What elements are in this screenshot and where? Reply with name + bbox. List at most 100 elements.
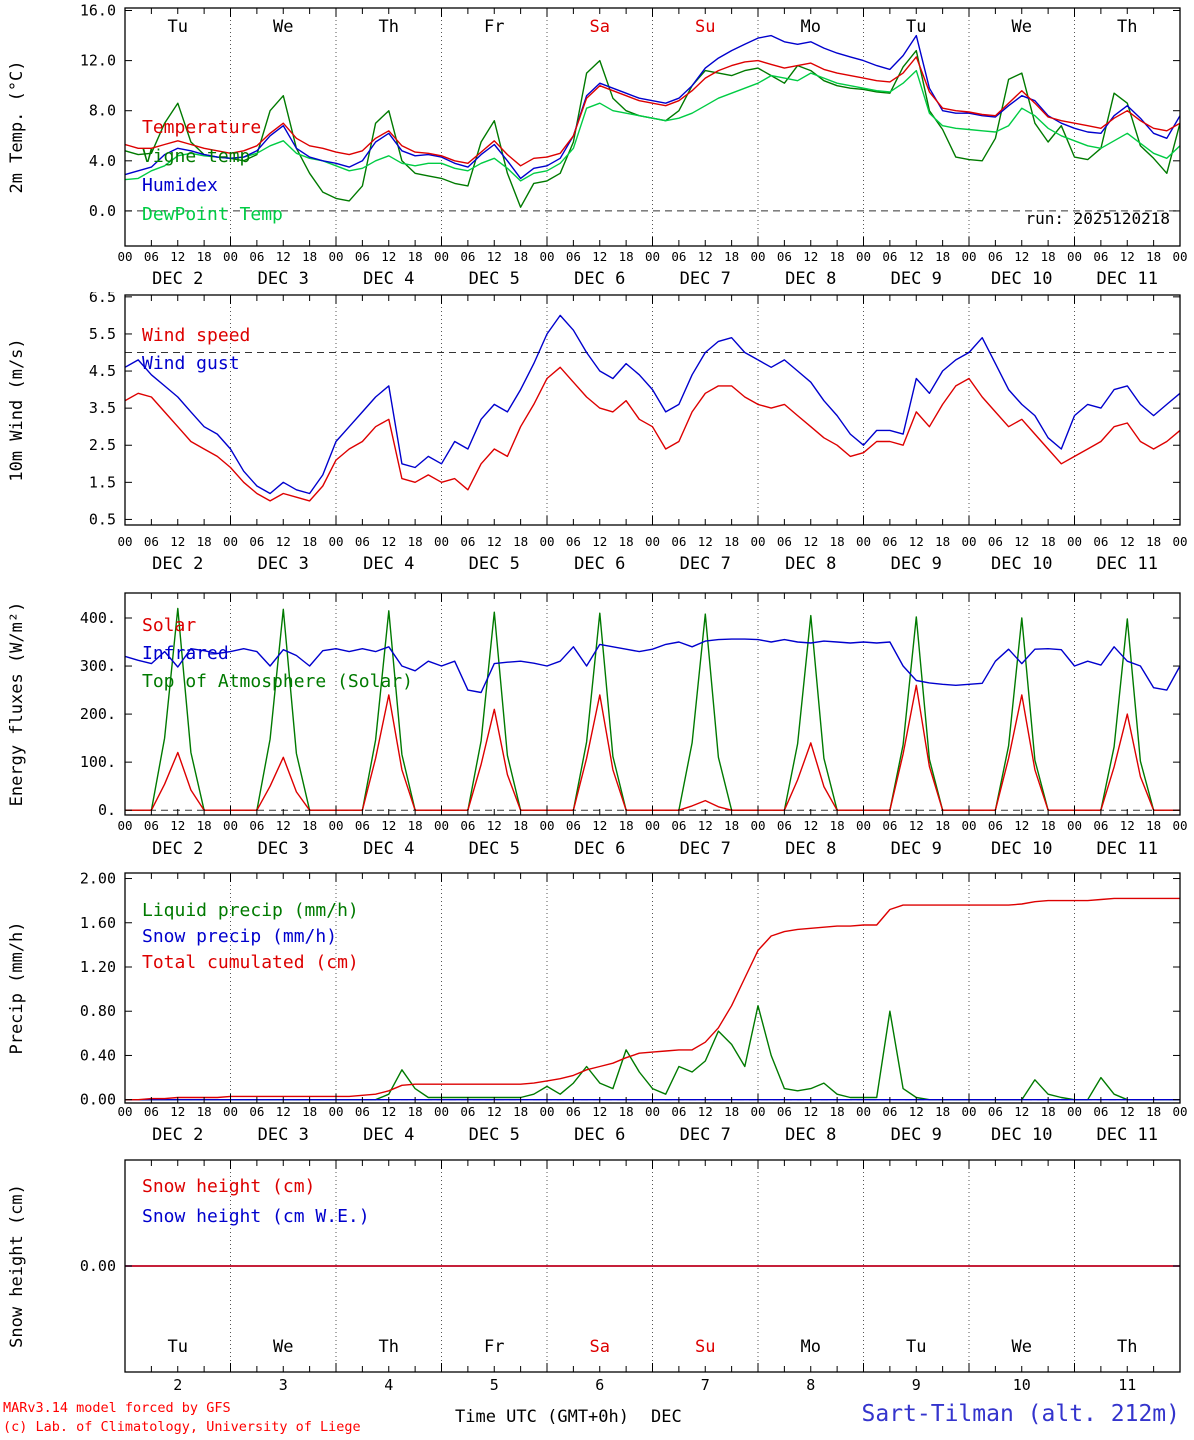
x-tick-label: 06 (566, 1104, 581, 1119)
x-tick-label: 12 (803, 818, 818, 833)
x-tick-label: 18 (302, 534, 317, 549)
x-tick-label: 06 (777, 818, 792, 833)
y-tick-label: 0.00 (80, 1257, 116, 1275)
y-tick-label: 0.80 (80, 1002, 116, 1020)
x-day-number: 4 (384, 1376, 393, 1394)
x-tick-label: 00 (539, 249, 554, 264)
month-label: DEC (651, 1407, 682, 1427)
legend-wind-gust: Wind gust (142, 353, 240, 374)
x-tick-label: 06 (249, 249, 264, 264)
x-tick-label: 12 (592, 818, 607, 833)
x-tick-label: 00 (434, 1104, 449, 1119)
x-tick-label: 12 (698, 1104, 713, 1119)
x-tick-label: 18 (724, 818, 739, 833)
x-tick-label: 12 (803, 1104, 818, 1119)
x-tick-label: 06 (671, 534, 686, 549)
x-tick-label: 06 (671, 818, 686, 833)
y-tick-label: 0.40 (80, 1046, 116, 1064)
x-day-label: DEC 2 (152, 554, 203, 574)
y-tick-label: 3.5 (89, 399, 116, 417)
x-day-label: DEC 8 (785, 839, 836, 859)
x-day-label: DEC 10 (991, 554, 1052, 574)
x-tick-label: 18 (619, 818, 634, 833)
y-tick-label: 0.5 (89, 510, 116, 528)
y-axis-title: 10m Wind (m/s) (7, 338, 27, 481)
x-day-label: DEC 2 (152, 839, 203, 859)
y-tick-label: 16.0 (80, 2, 116, 20)
x-day-label: DEC 2 (152, 269, 203, 289)
x-tick-label: 00 (856, 818, 871, 833)
x-day-label: DEC 3 (258, 554, 309, 574)
x-tick-label: 00 (539, 534, 554, 549)
x-tick-label: 12 (803, 249, 818, 264)
x-tick-label: 18 (830, 818, 845, 833)
x-tick-label: 06 (777, 249, 792, 264)
x-tick-label: 00 (1172, 249, 1187, 264)
x-day-number: 3 (279, 1376, 288, 1394)
x-tick-label: 12 (276, 818, 291, 833)
legend-infrared: Infrared (142, 643, 229, 664)
y-tick-label: 200. (80, 705, 116, 723)
x-day-label: DEC 9 (891, 269, 942, 289)
legend-total-cumulated-cm: Total cumulated (cm) (142, 952, 359, 973)
x-tick-label: 12 (381, 534, 396, 549)
y-tick-label: 1.5 (89, 473, 116, 491)
x-tick-label: 12 (381, 818, 396, 833)
x-tick-label: 06 (988, 534, 1003, 549)
x-tick-label: 00 (117, 818, 132, 833)
series-wind-gust-line (125, 314, 1180, 495)
x-tick-label: 00 (856, 534, 871, 549)
x-tick-label: 18 (935, 818, 950, 833)
x-tick-label: 06 (1093, 249, 1108, 264)
x-tick-label: 00 (328, 249, 343, 264)
x-tick-label: 06 (882, 1104, 897, 1119)
x-tick-label: 06 (671, 249, 686, 264)
x-tick-label: 00 (1067, 1104, 1082, 1119)
x-tick-label: 12 (487, 818, 502, 833)
x-tick-label: 06 (144, 818, 159, 833)
x-tick-label: 00 (539, 818, 554, 833)
x-tick-label: 12 (909, 1104, 924, 1119)
day-name-label: Tu (168, 1337, 188, 1357)
x-tick-label: 06 (355, 534, 370, 549)
x-tick-label: 12 (592, 1104, 607, 1119)
x-tick-label: 00 (328, 818, 343, 833)
series-humidex-line (125, 34, 1180, 180)
x-tick-label: 18 (302, 249, 317, 264)
y-tick-label: 300. (80, 657, 116, 675)
x-tick-label: 18 (408, 534, 423, 549)
x-tick-label: 12 (276, 1104, 291, 1119)
day-name-label: Fr (484, 1337, 504, 1357)
x-tick-label: 06 (249, 534, 264, 549)
x-day-label: DEC 7 (680, 1125, 731, 1145)
x-tick-label: 18 (513, 534, 528, 549)
y-tick-label: 2.5 (89, 436, 116, 454)
x-tick-label: 00 (223, 818, 238, 833)
x-tick-label: 12 (592, 249, 607, 264)
panel-energy-fluxes: 0. 100. 200. 300. 400. Energy fluxes (W/m²) So… (0, 574, 1194, 864)
plot-border (124, 294, 1181, 526)
x-day-number: 7 (701, 1376, 710, 1394)
y-tick-label: 8.0 (89, 102, 116, 120)
day-name-label: Sa (590, 1337, 610, 1357)
x-tick-label: 12 (1120, 534, 1135, 549)
x-tick-label: 06 (249, 1104, 264, 1119)
x-day-label: DEC 5 (469, 269, 520, 289)
x-tick-label: 18 (302, 818, 317, 833)
x-day-label: DEC 8 (785, 1125, 836, 1145)
x-day-label: DEC 3 (258, 269, 309, 289)
x-tick-label: 00 (223, 534, 238, 549)
x-day-label: DEC 5 (469, 1125, 520, 1145)
x-day-label: DEC 10 (991, 269, 1052, 289)
x-tick-label: 06 (144, 249, 159, 264)
x-tick-label: 06 (882, 249, 897, 264)
x-tick-label: 00 (645, 249, 660, 264)
x-tick-label: 00 (856, 249, 871, 264)
x-tick-label: 18 (408, 249, 423, 264)
series-temperature-line (125, 56, 1180, 167)
x-tick-label: 12 (698, 249, 713, 264)
x-tick-label: 18 (724, 534, 739, 549)
x-tick-label: 18 (935, 534, 950, 549)
x-tick-label: 18 (1041, 534, 1056, 549)
